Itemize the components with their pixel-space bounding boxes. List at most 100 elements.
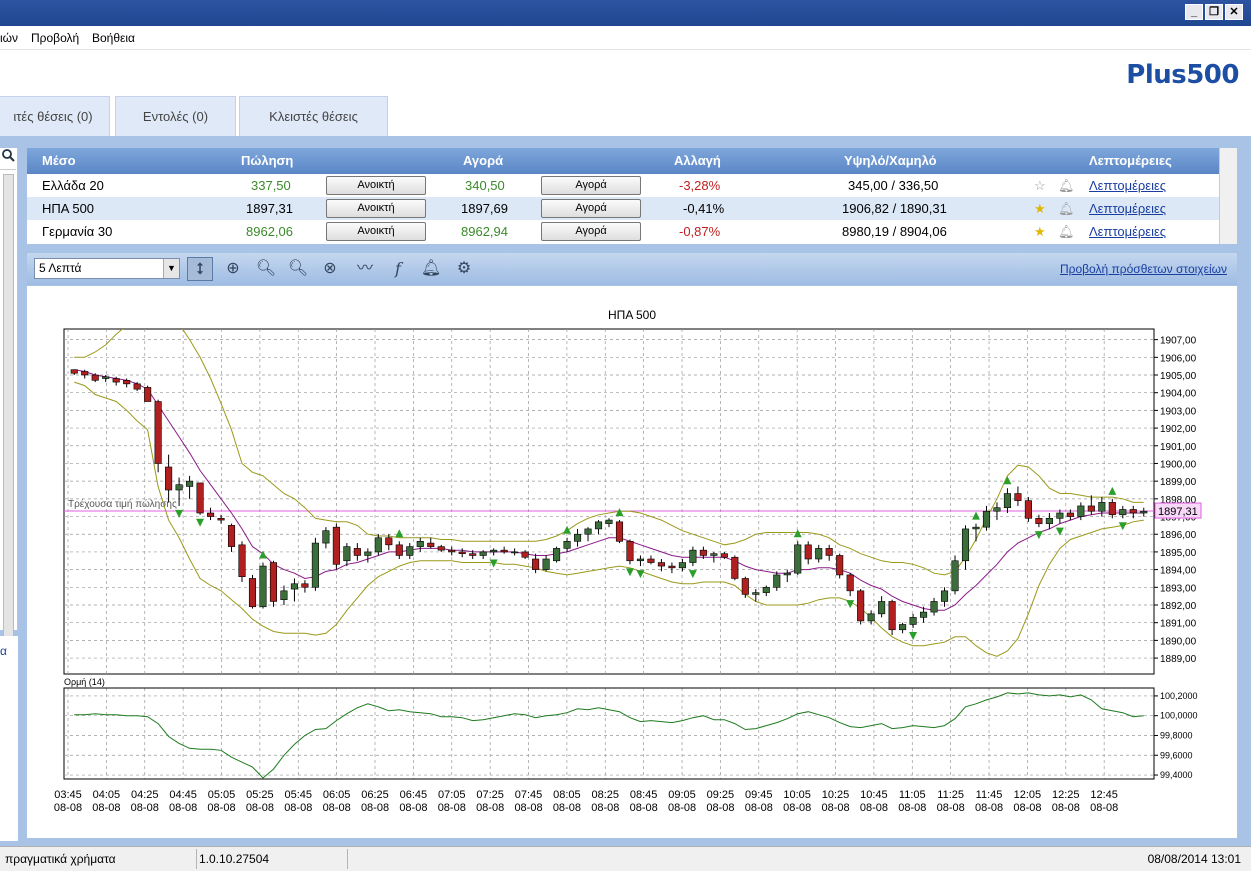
y-tick-label: 1907,00 [1160, 336, 1197, 347]
buy-button[interactable]: Αγορά [541, 222, 641, 241]
sell-signal-arrow [1118, 522, 1127, 531]
sell-price: 337,50 [251, 178, 291, 193]
details-link[interactable]: Λεπτομέρειες [1089, 178, 1167, 193]
window-controls: _ ❐ ✕ [1185, 4, 1243, 20]
chevron-down-icon[interactable]: ▼ [163, 259, 179, 278]
title-bar: _ ❐ ✕ [0, 0, 1251, 26]
candle-body [395, 544, 403, 556]
instrument-row[interactable]: Ελλάδα 20 337,50 Ανοικτή 340,50 Αγορά -3… [27, 174, 1219, 197]
star-icon[interactable]: ☆ [1034, 178, 1046, 193]
status-separator [196, 849, 197, 869]
crosshair-icon[interactable]: ⊕ [226, 260, 240, 277]
candle-body [825, 548, 833, 556]
candle-body [133, 383, 141, 390]
bell-icon[interactable]: 🔔︎ [1058, 201, 1075, 216]
bell-icon[interactable]: 🔔︎ [1058, 224, 1075, 239]
details-link[interactable]: Λεπτομέρειες [1089, 201, 1167, 216]
candle-body [511, 551, 519, 554]
sell-button[interactable]: Ανοικτή [326, 222, 426, 241]
instrument-row[interactable]: ΗΠΑ 500 1897,31 Ανοικτή 1897,69 Αγορά -0… [27, 197, 1219, 220]
candle-body [594, 521, 603, 530]
tab-open-positions[interactable]: ιτές θέσεις (0) [0, 96, 110, 136]
candle-body [899, 624, 907, 631]
left-scrollbar[interactable] [3, 174, 14, 644]
more-details-link[interactable]: Προβολή πρόσθετων στοιχείων [1059, 262, 1227, 276]
candle-body [259, 565, 267, 608]
vertical-scale-icon[interactable]: ⭥ [187, 257, 213, 281]
zoom-out-icon[interactable]: 🔍︎ [287, 260, 309, 277]
header-high-low: Υψηλό/Χαμηλό [844, 153, 937, 168]
bell-icon[interactable]: 🔔︎ [1058, 178, 1075, 193]
x-tick-date-label: 08-08 [591, 802, 619, 814]
minimize-button[interactable]: _ [1185, 4, 1203, 20]
change-value: -3,28% [679, 178, 721, 193]
line-chart-icon[interactable]: 〰 [356, 260, 373, 277]
buy-button[interactable]: Αγορά [541, 199, 641, 218]
tab-closed-positions[interactable]: Κλειστές θέσεις [239, 96, 388, 136]
sell-signal-arrow [196, 518, 205, 527]
sell-signal-arrow [625, 568, 634, 577]
tab-orders[interactable]: Εντολές (0) [115, 96, 236, 136]
candle-body [836, 555, 844, 576]
left-cut-link[interactable]: α [0, 644, 7, 658]
alert-bell-icon[interactable]: 🔔︎ [420, 260, 442, 277]
sell-button[interactable]: Ανοικτή [326, 199, 426, 218]
star-icon[interactable]: ★ [1034, 201, 1046, 216]
momentum-label: Ορμή (14) [64, 677, 105, 687]
x-tick-time-label: 05:45 [284, 789, 312, 801]
candle-body [888, 601, 896, 631]
indicators-icon[interactable]: f [395, 259, 401, 278]
candle-body [123, 380, 131, 385]
sell-signal-arrow [175, 509, 184, 518]
menu-item-view[interactable]: Προβολή [31, 31, 80, 45]
candle-body [909, 617, 917, 625]
sell-signal-arrow [688, 570, 697, 579]
candle-body [951, 560, 959, 592]
candle-body [217, 518, 225, 521]
candle-body [615, 521, 624, 542]
close-button[interactable]: ✕ [1225, 4, 1243, 20]
y-tick-label: 1906,00 [1160, 353, 1197, 364]
sell-button[interactable]: Ανοικτή [326, 176, 426, 195]
candle-body [1014, 493, 1022, 501]
x-tick-date-label: 08-08 [1013, 802, 1041, 814]
change-value: -0,41% [683, 201, 725, 216]
table-scrollbar[interactable] [1219, 148, 1237, 244]
timeframe-dropdown[interactable]: 5 Λεπτά ▼ [34, 258, 180, 279]
buy-signal-arrow [258, 550, 267, 559]
price-chart[interactable]: ΗΠΑ 500 1889,00 1890,00 1891,00 1892,00 1893,… [27, 286, 1237, 838]
details-link[interactable]: Λεπτομέρειες [1089, 224, 1167, 239]
candle-body [783, 572, 791, 576]
x-tick-date-label: 08-08 [898, 802, 926, 814]
x-tick-date-label: 08-08 [438, 802, 466, 814]
menu-item-trading[interactable]: ιών [0, 31, 19, 45]
logo-text: Plus500 [1126, 60, 1239, 90]
candle-body [1056, 512, 1064, 519]
reset-zoom-icon[interactable]: ⊗ [323, 260, 337, 277]
settings-gear-icon[interactable]: ⚙ [456, 260, 472, 277]
left-side-panel [0, 148, 18, 644]
x-tick-date-label: 08-08 [860, 802, 888, 814]
version-label: 1.0.10.27504 [199, 852, 270, 866]
restore-button[interactable]: ❐ [1205, 4, 1223, 20]
x-tick-date-label: 08-08 [821, 802, 849, 814]
header-sell: Πώληση [241, 153, 294, 168]
y-tick-label: 1903,00 [1160, 406, 1197, 417]
momentum-y-tick-label: 100,0000 [1160, 711, 1198, 721]
x-tick-date-label: 08-08 [323, 802, 351, 814]
search-icon[interactable] [0, 148, 16, 170]
star-icon[interactable]: ★ [1034, 224, 1046, 239]
menu-item-help[interactable]: Βοήθεια [92, 31, 135, 45]
instrument-row[interactable]: Γερμανία 30 8962,06 Ανοικτή 8962,94 Αγορ… [27, 220, 1219, 243]
candle-body [332, 526, 340, 565]
candle-body [227, 525, 236, 547]
candle-body [385, 537, 393, 546]
buy-button[interactable]: Αγορά [541, 176, 641, 195]
zoom-in-icon[interactable]: 🔍︎ [255, 260, 277, 277]
x-tick-date-label: 08-08 [975, 802, 1003, 814]
candle-body [1066, 512, 1074, 517]
x-tick-time-label: 12:05 [1014, 789, 1042, 801]
x-tick-time-label: 06:45 [400, 789, 428, 801]
candle-body [1077, 505, 1085, 517]
x-tick-time-label: 09:45 [745, 789, 773, 801]
